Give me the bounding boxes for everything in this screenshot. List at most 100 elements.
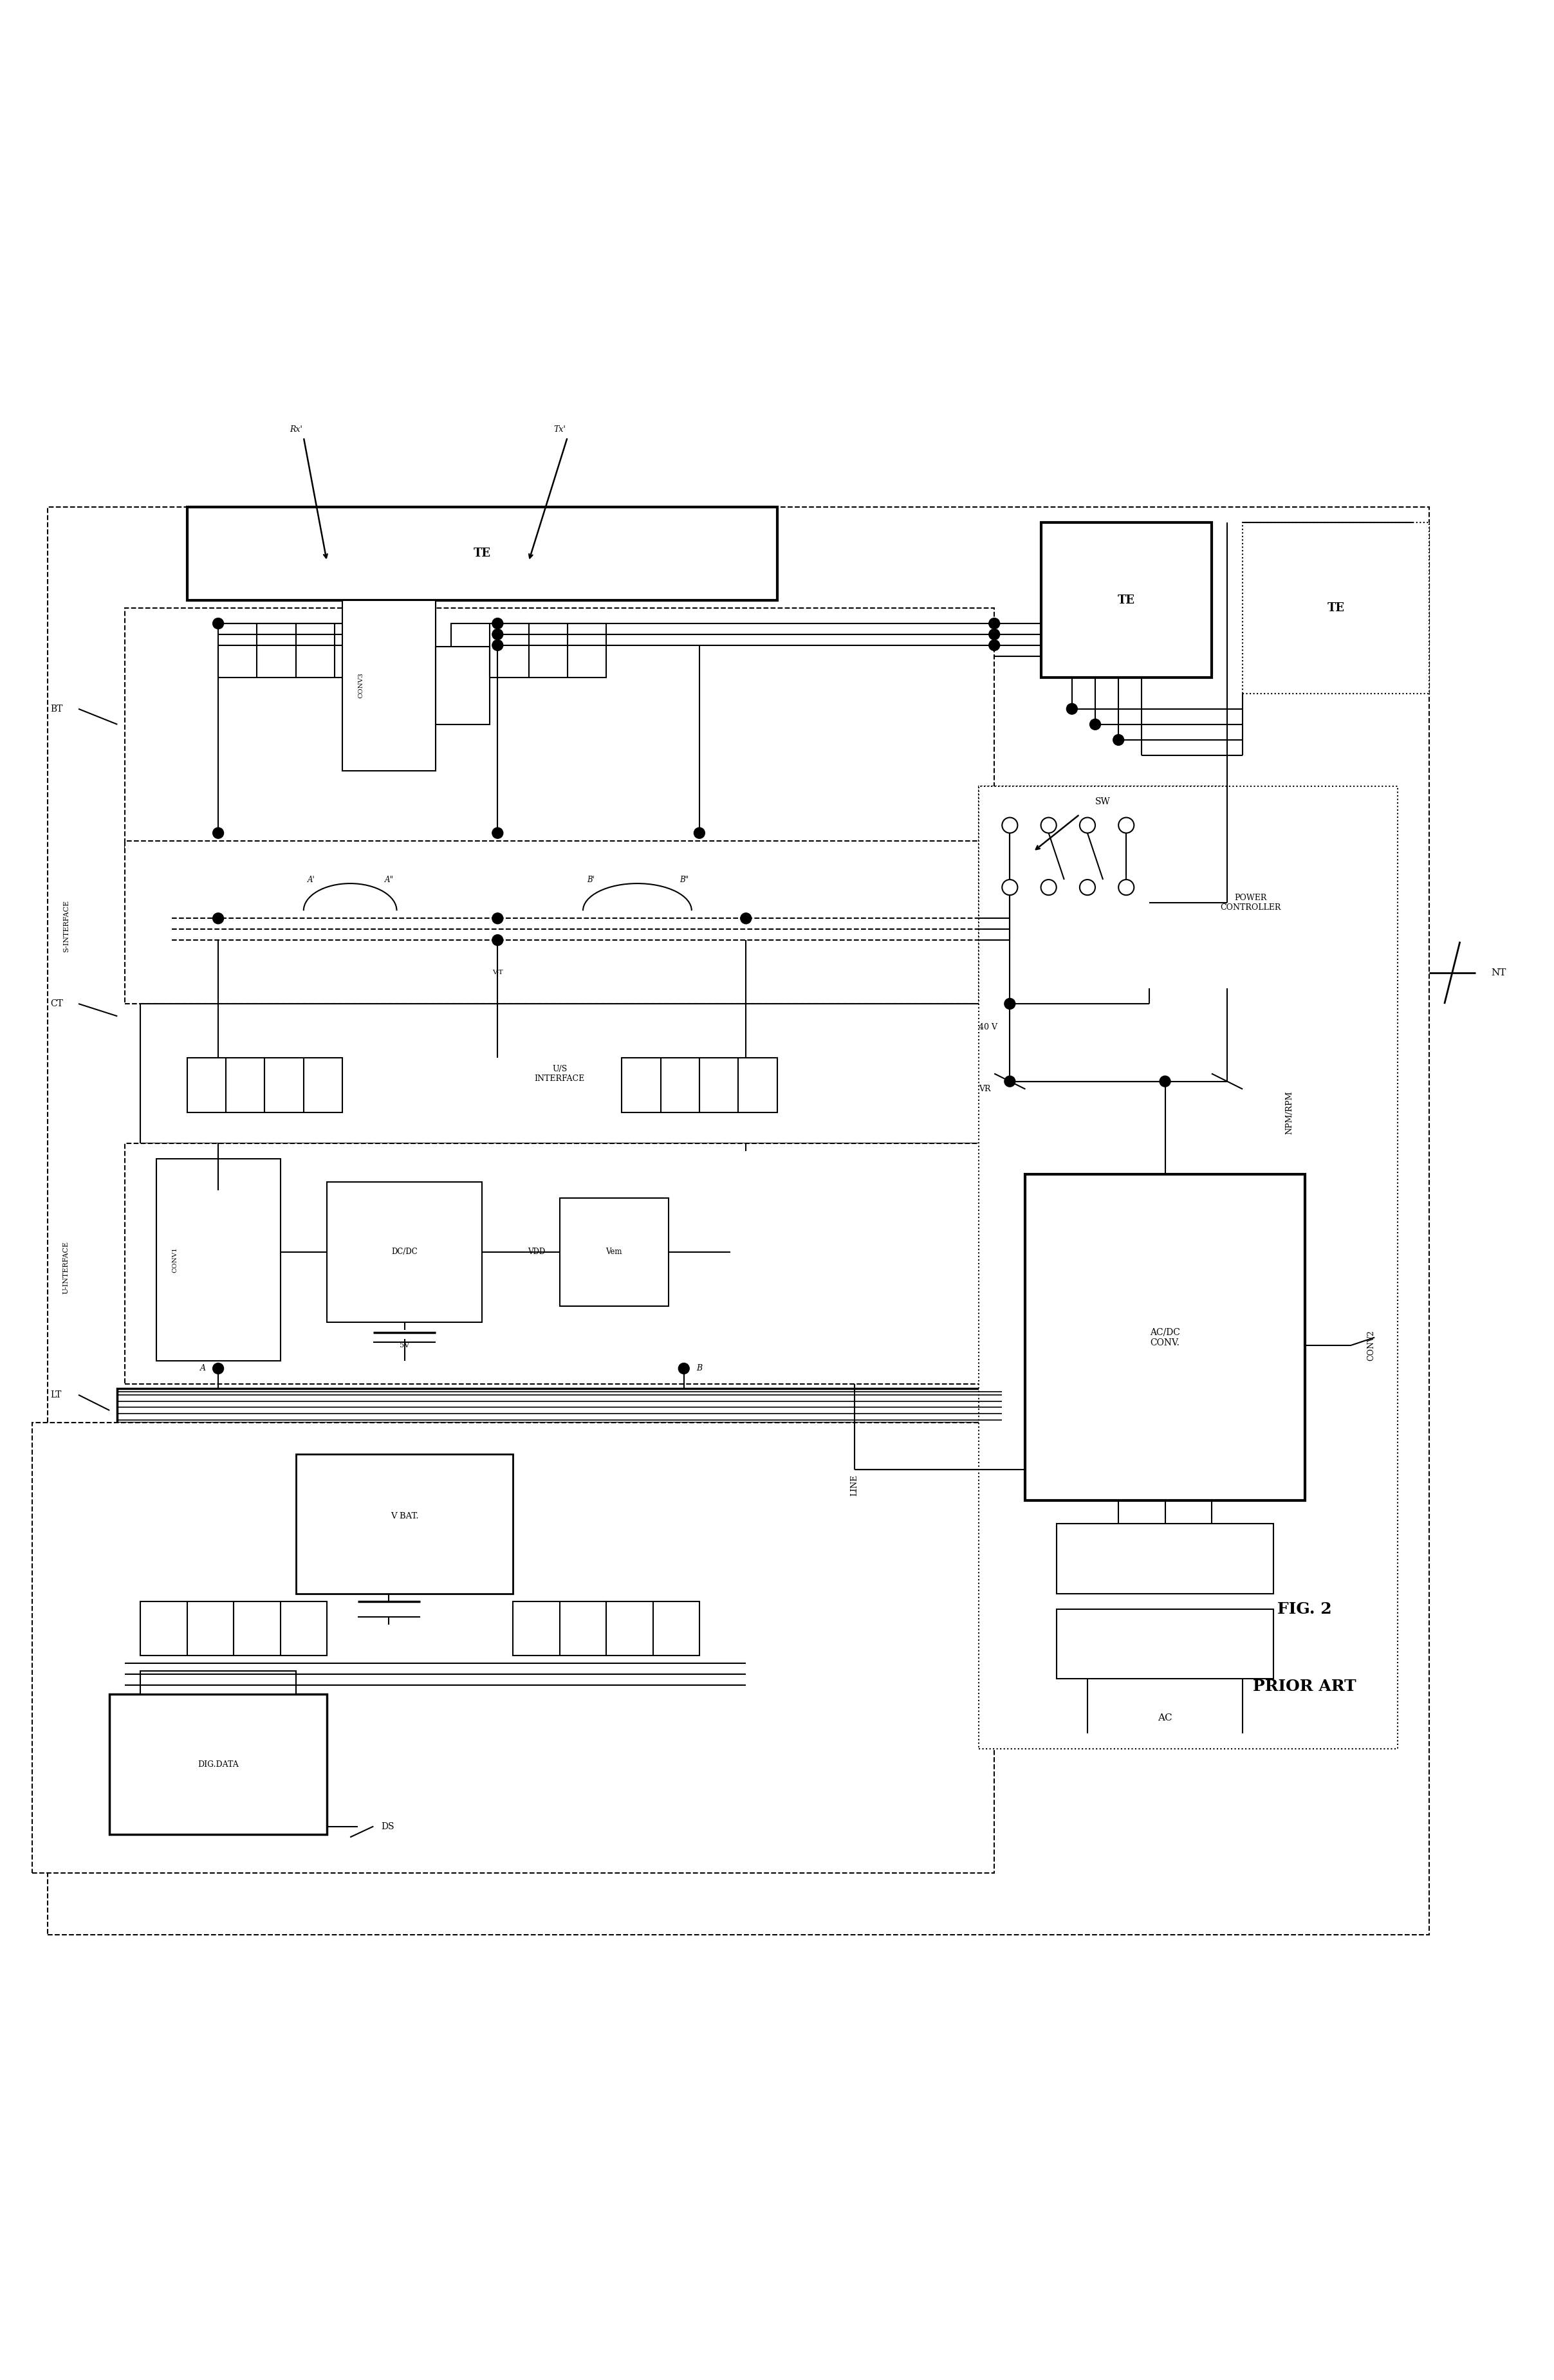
Circle shape [1119, 816, 1134, 833]
Bar [435, 647, 490, 724]
Bar [451, 624, 528, 678]
Text: U/S
INTERFACE: U/S INTERFACE [535, 1064, 584, 1083]
Bar [1150, 816, 1352, 988]
Bar [218, 624, 295, 678]
Bar [140, 1004, 995, 1142]
Text: BT: BT [51, 704, 64, 714]
Circle shape [1004, 997, 1015, 1009]
Text: POWER
CONTROLLER: POWER CONTROLLER [1220, 895, 1280, 912]
Text: DC/DC: DC/DC [392, 1247, 418, 1257]
Circle shape [493, 628, 503, 640]
Text: AC: AC [1158, 1714, 1172, 1723]
Text: CT: CT [51, 1000, 64, 1009]
Bar [1057, 1523, 1274, 1595]
Circle shape [493, 640, 503, 650]
Text: DIG.DATA: DIG.DATA [197, 1761, 239, 1768]
Text: TE: TE [1327, 602, 1344, 614]
Bar [342, 600, 435, 771]
Circle shape [988, 628, 999, 640]
Bar [140, 1602, 233, 1656]
Circle shape [1041, 816, 1057, 833]
Bar [1041, 524, 1212, 678]
Text: CONV2: CONV2 [1368, 1330, 1375, 1361]
Text: DS: DS [381, 1821, 395, 1830]
Circle shape [988, 640, 999, 650]
Circle shape [1080, 881, 1096, 895]
Text: Tx': Tx' [553, 426, 566, 433]
Bar [622, 1059, 699, 1111]
Text: V BAT.: V BAT. [390, 1511, 418, 1521]
Bar [1057, 1609, 1274, 1678]
Text: B: B [696, 1364, 702, 1373]
Text: B": B" [679, 876, 688, 883]
Bar [1026, 1173, 1305, 1499]
Text: AC/DC
CONV.: AC/DC CONV. [1150, 1328, 1179, 1347]
Bar [979, 785, 1228, 1004]
Bar [124, 840, 1010, 1004]
Text: NPM/RPM: NPM/RPM [1285, 1090, 1293, 1135]
Text: V-T: V-T [493, 969, 503, 976]
Circle shape [1113, 735, 1124, 745]
Text: PRIOR ART: PRIOR ART [1253, 1678, 1357, 1695]
Text: TE: TE [474, 547, 491, 559]
Bar [117, 1388, 1002, 1423]
Circle shape [493, 828, 503, 838]
Bar [559, 1197, 668, 1307]
Text: LT: LT [51, 1390, 62, 1399]
Text: LINE: LINE [850, 1473, 859, 1495]
Circle shape [493, 935, 503, 945]
Circle shape [213, 1364, 224, 1373]
Bar [979, 785, 1399, 1749]
Bar [124, 1142, 1010, 1385]
Bar [155, 1159, 280, 1361]
Circle shape [1080, 816, 1096, 833]
Bar [326, 1183, 482, 1321]
Bar [295, 1454, 513, 1595]
Circle shape [213, 914, 224, 923]
Text: CONV1: CONV1 [172, 1247, 177, 1273]
Text: A': A' [308, 876, 315, 883]
Circle shape [695, 828, 706, 838]
Bar [48, 507, 1430, 1935]
Bar [699, 1059, 777, 1111]
Bar [606, 1602, 699, 1656]
Text: Vem: Vem [606, 1247, 622, 1257]
Text: S-INTERFACE: S-INTERFACE [64, 900, 70, 952]
Circle shape [1002, 816, 1018, 833]
Circle shape [1041, 881, 1057, 895]
Bar [140, 1671, 295, 1695]
Circle shape [1119, 881, 1134, 895]
Bar [33, 1423, 995, 1873]
Text: A: A [200, 1364, 205, 1373]
Bar [264, 1059, 342, 1111]
Bar [295, 624, 373, 678]
Text: SW: SW [1096, 797, 1111, 807]
Circle shape [741, 914, 752, 923]
Text: Rx': Rx' [289, 426, 301, 433]
Text: VDD: VDD [528, 1247, 545, 1257]
Bar [109, 1695, 326, 1835]
Text: TE: TE [1117, 595, 1134, 607]
Circle shape [1089, 719, 1100, 731]
Text: 40 V: 40 V [979, 1023, 998, 1031]
Circle shape [213, 828, 224, 838]
Bar [186, 1059, 264, 1111]
Text: CONV3: CONV3 [357, 674, 364, 697]
Bar [124, 607, 995, 850]
Circle shape [493, 619, 503, 628]
Text: 5V: 5V [399, 1342, 409, 1349]
Text: FIG. 2: FIG. 2 [1277, 1602, 1332, 1616]
Bar [528, 624, 606, 678]
Circle shape [988, 619, 999, 628]
Text: VR: VR [979, 1085, 991, 1092]
Bar [233, 1602, 326, 1656]
Text: A": A" [384, 876, 393, 883]
Circle shape [1066, 704, 1077, 714]
Text: B': B' [587, 876, 595, 883]
Circle shape [213, 619, 224, 628]
Text: NT: NT [1490, 969, 1506, 978]
Circle shape [1159, 1076, 1170, 1088]
Circle shape [679, 1364, 690, 1373]
Circle shape [1002, 881, 1018, 895]
Bar [186, 507, 777, 600]
